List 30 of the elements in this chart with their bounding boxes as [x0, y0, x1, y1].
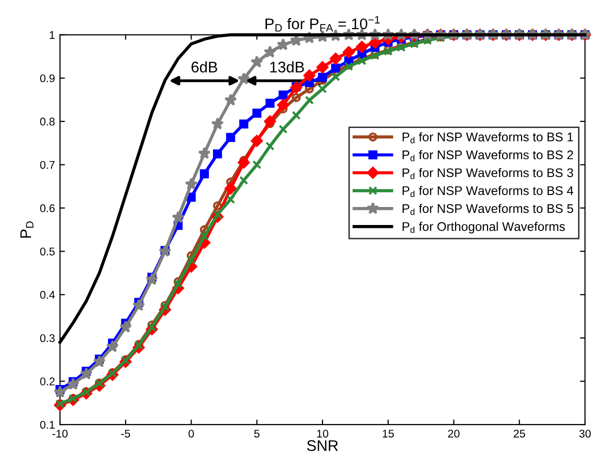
- x-tick-label: 25: [514, 430, 526, 438]
- legend-label: P$_{d}$ for NSP Waveforms to BS 3: [402, 168, 574, 180]
- y-tick-label: 0.7: [40, 160, 55, 169]
- x-axis-title: SNR: [307, 440, 338, 451]
- y-tick-label: 0.4: [40, 290, 55, 299]
- legend-label: P$_{d}$ for NSP Waveforms to BS 4: [402, 186, 574, 198]
- annotation: 13dB: [270, 61, 304, 72]
- y-tick-label: 0.6: [40, 204, 55, 212]
- x-tick-label: -10: [52, 430, 68, 438]
- x-tick-label: 30: [579, 430, 591, 438]
- x-tick-label: 15: [382, 430, 394, 438]
- x-tick-label: 20: [448, 430, 460, 438]
- legend-label: P$_{d}$ for NSP Waveforms to BS 5: [402, 204, 574, 215]
- x-tick-label: -5: [121, 430, 130, 438]
- chart-title: P$_{D}$ for P$_{FA}$ = 10$^{−1}$: [266, 16, 380, 32]
- y-tick-label: 0.3: [40, 334, 55, 342]
- y-axis-title: P$_{D}$: [20, 221, 34, 238]
- annotation: 6dB: [192, 61, 218, 72]
- legend-label: P$_{d}$ for Orthogonal Waveforms: [402, 222, 565, 234]
- legend-label: P$_{d}$ for NSP Waveforms to BS 2: [402, 150, 574, 162]
- y-tick-label: 0.9: [40, 74, 55, 82]
- x-tick-label: 0: [188, 430, 194, 438]
- y-tick-label: 0.5: [40, 248, 55, 256]
- y-tick-label: 1: [50, 31, 55, 39]
- x-tick-label: 5: [254, 430, 260, 438]
- legend-label: P$_{d}$ for NSP Waveforms to BS 1: [402, 132, 574, 144]
- x-tick-label: 10: [317, 430, 328, 438]
- y-tick-label: 0.8: [40, 118, 55, 126]
- y-tick-label: 0.2: [40, 378, 55, 386]
- y-tick-label: 0.1: [40, 420, 55, 429]
